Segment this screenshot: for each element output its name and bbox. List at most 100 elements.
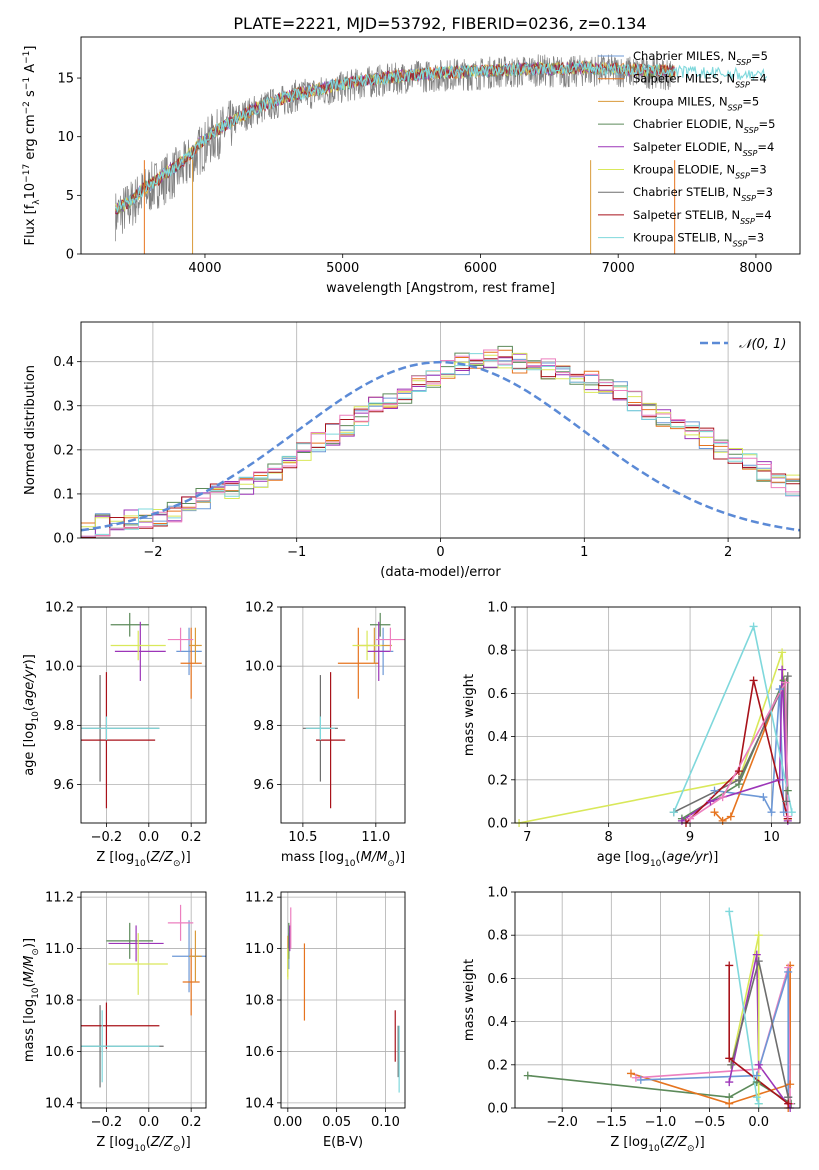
legend-label-sub: SSP	[741, 194, 756, 203]
x-axis-label: wavelength [Angstrom, rest frame]	[326, 281, 555, 296]
x-tick-label: 0.10	[371, 1115, 400, 1130]
x-tick-label: 5000	[326, 261, 359, 276]
weight-marker	[726, 812, 735, 821]
label-part: Z/Z	[150, 1135, 174, 1150]
legend-label: 𝒩(0, 1)	[739, 337, 786, 352]
label-part: (	[660, 1135, 665, 1150]
weight-marker	[767, 808, 776, 817]
weight-marker	[783, 786, 792, 795]
weight-marker	[778, 648, 787, 657]
plot-area	[81, 612, 202, 809]
y-tick-label: 10.2	[245, 601, 274, 616]
y-tick-label: 0.4	[487, 1015, 508, 1030]
label-part: λ	[32, 199, 42, 205]
weight-line-8	[689, 679, 789, 820]
legend-label-suffix: =3	[750, 163, 767, 177]
label-part: 10	[23, 183, 38, 200]
x-tick-label: 0.00	[273, 1115, 302, 1130]
label-part: erg cm	[23, 114, 38, 163]
weight-marker	[783, 812, 792, 821]
x-tick-label: −1	[287, 545, 306, 560]
legend-label-suffix: =4	[750, 72, 767, 86]
axes-frame	[514, 606, 801, 824]
x-tick-label: 4000	[188, 261, 221, 276]
label-part: Z/Z	[150, 850, 174, 865]
label-part: 10	[648, 1144, 660, 1154]
y-tick-label: 0.6	[487, 972, 508, 987]
label-part: ⊙	[387, 859, 395, 869]
x-axis-label: Z [log10(Z/Z⊙)]	[96, 1135, 190, 1154]
label-part: 10	[650, 859, 662, 869]
label-part: mass weight	[462, 959, 477, 1041]
label-part: age [log	[22, 723, 37, 776]
panel-mass-vs-EBV: 0.00 0.05 0.10 10.4 10.6 10.8 11.0 11.2 E(B-V)	[245, 891, 406, 1150]
weight-marker	[725, 1054, 734, 1063]
label-part: ⊙	[173, 1144, 181, 1154]
x-tick-label: 8000	[739, 261, 772, 276]
label-part: M/M	[361, 850, 388, 865]
label-part: −1	[22, 77, 32, 90]
x-tick-label: 0.2	[181, 830, 202, 845]
histogram-7	[81, 349, 800, 537]
legend-label: Kroupa ELODIE, NSSP=3	[633, 163, 767, 181]
y-tick-label: 9.6	[53, 778, 74, 793]
axes-frame	[80, 36, 801, 255]
label-part: 10	[134, 1144, 146, 1154]
weight-marker	[752, 950, 761, 959]
legend-label-main: Chabrier STELIB, N	[633, 185, 741, 199]
weight-marker	[718, 793, 727, 802]
label-part: 10	[134, 859, 146, 869]
y-tick-label: 10.6	[245, 1045, 274, 1060]
label-part: )]	[181, 1135, 191, 1150]
x-tick-label: 2	[724, 545, 732, 560]
label-part: )]	[181, 850, 191, 865]
legend-label: Chabrier ELODIE, NSSP=5	[633, 117, 775, 135]
legend-label-main: Kroupa ELODIE, N	[633, 163, 735, 177]
weight-line-0	[518, 652, 789, 823]
x-tick-label: 0.0	[138, 830, 159, 845]
legend-label-main: Chabrier MILES, N	[633, 49, 736, 63]
panel-age-vs-mass: 10.5 11.0 9.6 9.8 10.0 10.2 mass [log10(M/M⊙)]	[245, 601, 406, 869]
label-part: mass weight	[462, 674, 477, 756]
y-tick-label: 1.0	[487, 601, 508, 616]
legend-label-suffix: =4	[755, 208, 772, 222]
y-tick-label: 0.8	[487, 644, 508, 659]
legend-label-suffix: =3	[747, 231, 764, 245]
y-tick-label: 0.0	[53, 532, 74, 547]
legend-label-sub: SSP	[728, 103, 743, 112]
label-part: E(B-V)	[323, 1135, 363, 1150]
label-part: )]	[22, 938, 37, 948]
weight-marker	[783, 672, 792, 681]
legend-label: Kroupa STELIB, NSSP=3	[633, 231, 764, 249]
x-tick-label: 10.5	[288, 830, 317, 845]
x-tick-label: −0.5	[694, 1115, 726, 1130]
weight-marker	[686, 814, 695, 823]
label-part: (	[661, 850, 666, 865]
label-part: Flux [f	[23, 204, 38, 245]
legend-label-main: Salpeter MILES, N	[633, 72, 735, 86]
label-part: )]	[395, 850, 405, 865]
y-tick-label: 10	[57, 130, 74, 145]
label-part: )]	[695, 1135, 705, 1150]
histogram-6	[81, 353, 800, 537]
legend-label-suffix: =4	[757, 140, 774, 154]
histogram-4	[81, 352, 800, 528]
label-part: −1	[22, 51, 32, 64]
y-tick-label: 10.2	[45, 601, 74, 616]
x-tick-label: 8	[605, 830, 613, 845]
x-axis-label: E(B-V)	[323, 1135, 363, 1150]
label-part: ⊙	[173, 859, 181, 869]
x-tick-label: 1	[580, 545, 588, 560]
y-tick-label: 15	[57, 72, 74, 87]
weight-line-8	[728, 911, 760, 1104]
y-tick-label: 0.4	[53, 355, 74, 370]
axes-frame	[80, 606, 207, 824]
legend-label-main: Salpeter ELODIE, N	[633, 140, 743, 154]
x-tick-label: −0.2	[91, 830, 123, 845]
model-line-4	[115, 61, 676, 215]
y-tick-label: 11.0	[45, 942, 74, 957]
x-tick-label: 0.0	[748, 1115, 769, 1130]
label-part: Z/Z	[664, 1135, 688, 1150]
weight-marker	[784, 1099, 793, 1108]
